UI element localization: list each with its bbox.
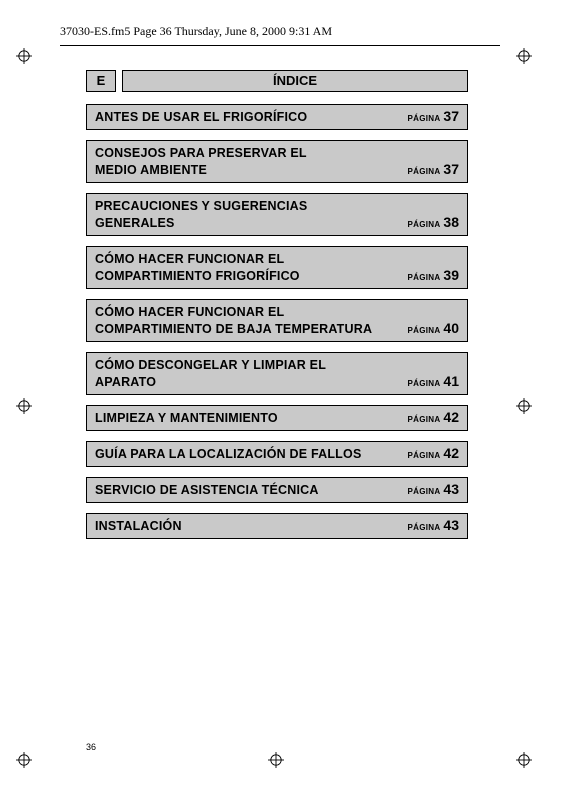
language-code-cell: E	[86, 70, 116, 92]
toc-title: CÓMO DESCONGELAR Y LIMPIAR EL APARATO	[95, 357, 459, 391]
toc-row: CÓMO HACER FUNCIONAR EL COMPARTIMIENTO D…	[86, 299, 468, 342]
toc-title: ANTES DE USAR EL FRIGORÍFICO	[95, 109, 459, 126]
toc-page-label: PÁGINA	[408, 220, 441, 229]
toc-page-number: 43	[443, 517, 459, 533]
toc-page: PÁGINA42	[408, 409, 460, 427]
toc-page-number: 43	[443, 481, 459, 497]
toc-page-label: PÁGINA	[408, 379, 441, 388]
toc-page-number: 39	[443, 267, 459, 283]
toc-row: CÓMO HACER FUNCIONAR EL COMPARTIMIENTO F…	[86, 246, 468, 289]
toc-title: CÓMO HACER FUNCIONAR EL COMPARTIMIENTO F…	[95, 251, 459, 285]
toc-page-number: 37	[443, 108, 459, 124]
toc-page-label: PÁGINA	[408, 326, 441, 335]
toc-page-number: 40	[443, 320, 459, 336]
toc-page: PÁGINA41	[408, 373, 460, 391]
registration-mark-icon	[268, 752, 284, 768]
toc-row: PRECAUCIONES Y SUGERENCIAS GENERALESPÁGI…	[86, 193, 468, 236]
toc-page: PÁGINA43	[408, 481, 460, 499]
toc-title: SERVICIO DE ASISTENCIA TÉCNICA	[95, 482, 459, 499]
toc-row: SERVICIO DE ASISTENCIA TÉCNICAPÁGINA43	[86, 477, 468, 503]
toc-page: PÁGINA42	[408, 445, 460, 463]
toc-page-number: 42	[443, 445, 459, 461]
toc-page-label: PÁGINA	[408, 114, 441, 123]
toc-row: ANTES DE USAR EL FRIGORÍFICOPÁGINA37	[86, 104, 468, 130]
registration-mark-icon	[16, 48, 32, 64]
registration-mark-icon	[16, 398, 32, 414]
toc-page-label: PÁGINA	[408, 487, 441, 496]
toc-row: GUÍA PARA LA LOCALIZACIÓN DE FALLOSPÁGIN…	[86, 441, 468, 467]
page-number: 36	[86, 742, 96, 752]
toc-page-number: 41	[443, 373, 459, 389]
toc-title: PRECAUCIONES Y SUGERENCIAS GENERALES	[95, 198, 459, 232]
toc-page: PÁGINA40	[408, 320, 460, 338]
toc-page-label: PÁGINA	[408, 415, 441, 424]
toc-title: CONSEJOS PARA PRESERVAR ELMEDIO AMBIENTE	[95, 145, 459, 179]
toc-list: ANTES DE USAR EL FRIGORÍFICOPÁGINA37CONS…	[86, 104, 468, 539]
header-rule	[60, 45, 500, 46]
registration-mark-icon	[516, 398, 532, 414]
registration-mark-icon	[516, 48, 532, 64]
toc-page: PÁGINA37	[408, 161, 460, 179]
running-head: 37030-ES.fm5 Page 36 Thursday, June 8, 2…	[60, 24, 500, 39]
toc-row: CONSEJOS PARA PRESERVAR ELMEDIO AMBIENTE…	[86, 140, 468, 183]
toc-title: CÓMO HACER FUNCIONAR EL COMPARTIMIENTO D…	[95, 304, 459, 338]
toc-page-label: PÁGINA	[408, 167, 441, 176]
index-area: E ÍNDICE ANTES DE USAR EL FRIGORÍFICOPÁG…	[86, 70, 468, 539]
toc-page-label: PÁGINA	[408, 273, 441, 282]
toc-page-number: 42	[443, 409, 459, 425]
toc-title: INSTALACIÓN	[95, 518, 459, 535]
toc-page-number: 37	[443, 161, 459, 177]
toc-page-label: PÁGINA	[408, 523, 441, 532]
toc-title: LIMPIEZA Y MANTENIMIENTO	[95, 410, 459, 427]
toc-title: GUÍA PARA LA LOCALIZACIÓN DE FALLOS	[95, 446, 459, 463]
toc-page: PÁGINA37	[408, 108, 460, 126]
toc-row: INSTALACIÓNPÁGINA43	[86, 513, 468, 539]
toc-page: PÁGINA43	[408, 517, 460, 535]
toc-page: PÁGINA38	[408, 214, 460, 232]
toc-page-label: PÁGINA	[408, 451, 441, 460]
toc-page: PÁGINA39	[408, 267, 460, 285]
index-header: E ÍNDICE	[86, 70, 468, 92]
toc-page-number: 38	[443, 214, 459, 230]
toc-row: LIMPIEZA Y MANTENIMIENTOPÁGINA42	[86, 405, 468, 431]
index-title-cell: ÍNDICE	[122, 70, 468, 92]
registration-mark-icon	[16, 752, 32, 768]
toc-row: CÓMO DESCONGELAR Y LIMPIAR EL APARATOPÁG…	[86, 352, 468, 395]
registration-mark-icon	[516, 752, 532, 768]
